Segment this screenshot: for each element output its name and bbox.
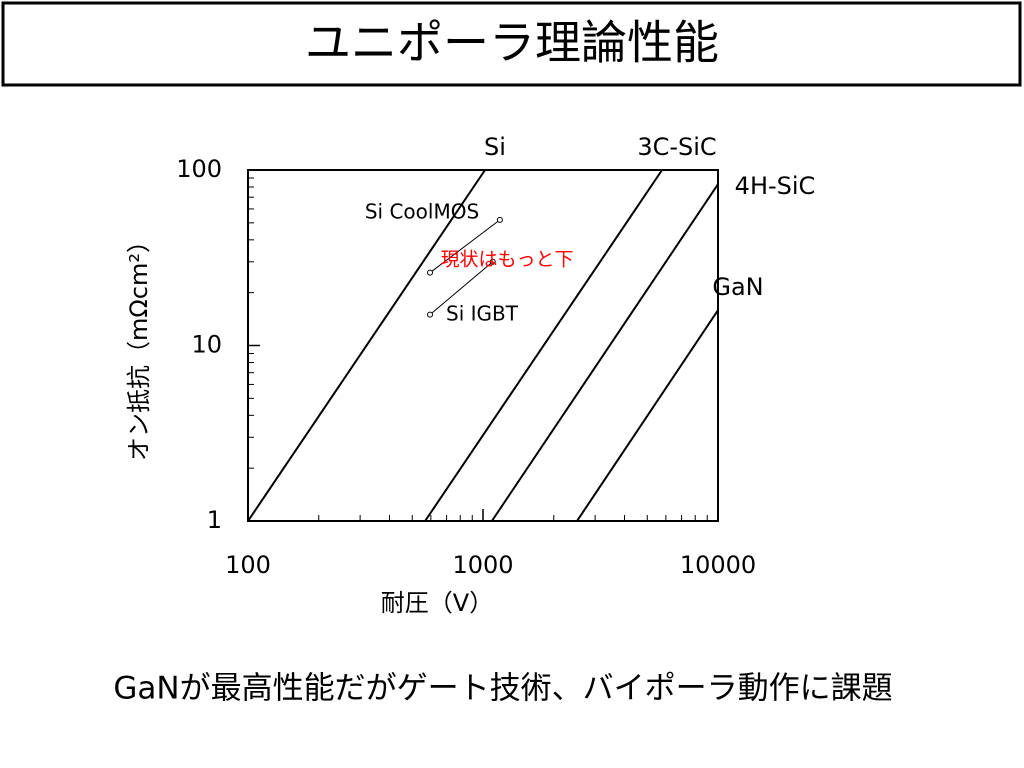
annotation: 現状はもっと下 — [440, 249, 573, 271]
point-marker — [427, 311, 434, 318]
x-tick-label: 100 — [225, 551, 271, 579]
plot-area — [247, 169, 719, 522]
x-axis-label: 耐圧（V） — [381, 589, 493, 617]
series-line — [247, 169, 486, 522]
x-tick-label: 1000 — [452, 551, 513, 579]
point-marker — [496, 216, 503, 223]
series-line — [424, 169, 663, 522]
y-axis-label: オン抵抗（mΩcm²） — [125, 229, 153, 461]
point-marker — [427, 269, 434, 276]
point-label: Si CoolMOS — [365, 200, 479, 224]
y-tick-label: 10 — [191, 331, 222, 359]
annotation-line — [429, 261, 494, 315]
series-label: 3C-SiC — [637, 133, 716, 161]
title-box — [1, 1, 1022, 87]
series-label: 4H-SiC — [735, 172, 816, 200]
y-tick-label: 1 — [207, 506, 222, 534]
series-line — [491, 183, 719, 522]
point-label: Si IGBT — [446, 302, 519, 326]
annotation-line — [429, 219, 501, 274]
point-marker — [489, 258, 496, 265]
footer-text: GaNが最高性能だがゲート技術、バイポーラ動作に課題 — [113, 671, 892, 707]
slide-title: ユニポーラ理論性能 — [305, 16, 719, 70]
series-label: Si — [484, 133, 506, 161]
x-tick-label: 10000 — [680, 551, 756, 579]
series-line — [576, 309, 719, 522]
y-tick-label: 100 — [176, 155, 222, 183]
series-label: GaN — [712, 273, 763, 301]
